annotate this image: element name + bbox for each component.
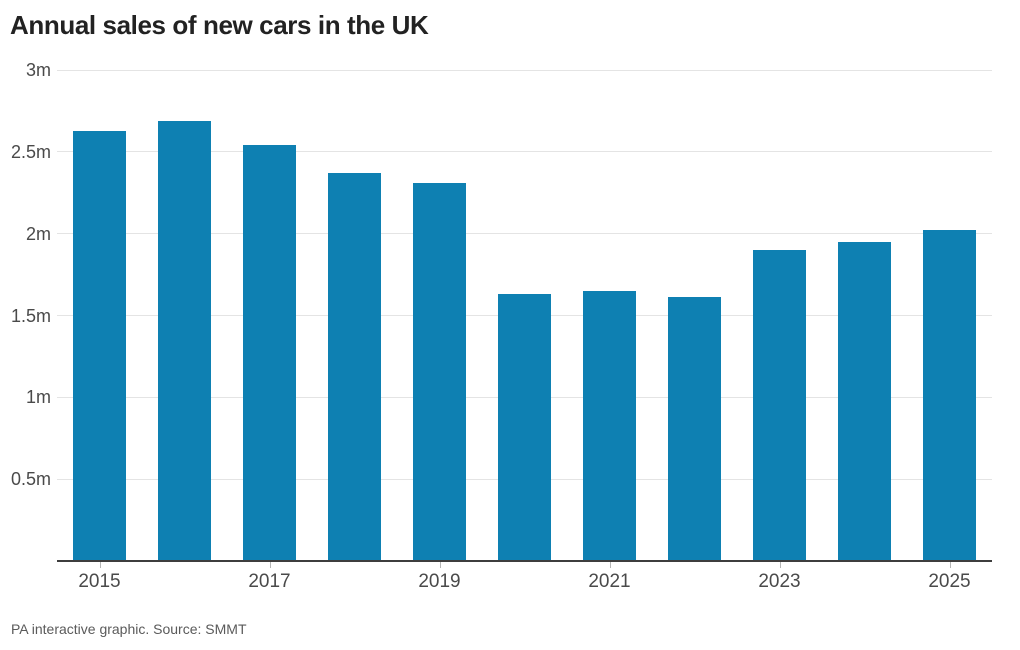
bar-2020[interactable]: [498, 294, 551, 561]
bar-2023[interactable]: [753, 250, 806, 561]
x-tick-label-2019: 2019: [418, 571, 461, 592]
source-caption: PA interactive graphic. Source: SMMT: [11, 621, 247, 637]
x-axis-line: [57, 560, 992, 562]
bar-2019[interactable]: [413, 182, 466, 561]
bar-2021[interactable]: [583, 290, 636, 561]
y-tick-label-2.5m: 2.5m: [10, 141, 51, 162]
x-tick-2025: [949, 562, 951, 568]
y-tick-label-2m: 2m: [25, 223, 51, 244]
x-tick-2023: [779, 562, 781, 568]
bar-2015[interactable]: [73, 130, 126, 561]
bar-2016[interactable]: [158, 120, 211, 561]
gridline-3m: [57, 69, 992, 71]
bar-2022[interactable]: [668, 297, 721, 561]
x-tick-label-2017: 2017: [248, 571, 291, 592]
y-tick-label-0.5m: 0.5m: [10, 469, 51, 490]
gridline-2m: [57, 233, 992, 235]
bar-2017[interactable]: [243, 145, 296, 561]
bar-2024[interactable]: [838, 241, 891, 561]
x-tick-label-2015: 2015: [78, 571, 121, 592]
x-tick-label-2021: 2021: [588, 571, 631, 592]
bar-2025[interactable]: [923, 230, 976, 561]
bar-2018[interactable]: [328, 173, 381, 561]
y-tick-label-3m: 3m: [25, 60, 51, 80]
gridline-2.5m: [57, 151, 992, 153]
x-tick-2015: [99, 562, 101, 568]
plot-area: [57, 69, 992, 561]
x-tick-label-2025: 2025: [928, 571, 971, 592]
chart-title: Annual sales of new cars in the UK: [10, 10, 429, 40]
x-tick-label-2023: 2023: [758, 571, 801, 592]
x-tick-2021: [609, 562, 611, 568]
x-tick-2017: [269, 562, 271, 568]
y-tick-label-1.5m: 1.5m: [10, 305, 51, 326]
y-tick-label-1m: 1m: [25, 387, 51, 408]
x-tick-2019: [439, 562, 441, 568]
